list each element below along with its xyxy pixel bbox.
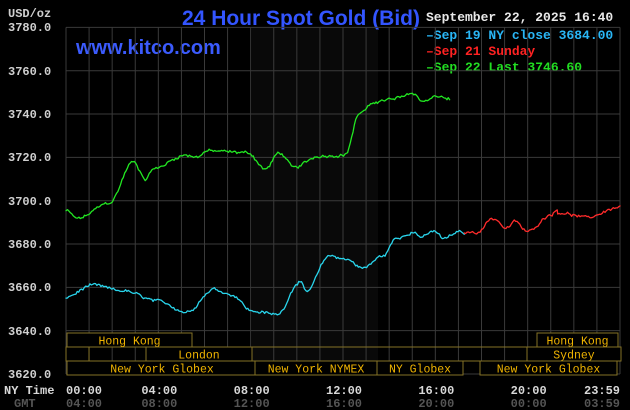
svg-text:NY Globex: NY Globex [389,364,451,377]
svg-text:New York Globex: New York Globex [497,364,601,377]
svg-text:New York Globex: New York Globex [110,364,214,377]
svg-text:New York NYMEX: New York NYMEX [268,364,365,377]
